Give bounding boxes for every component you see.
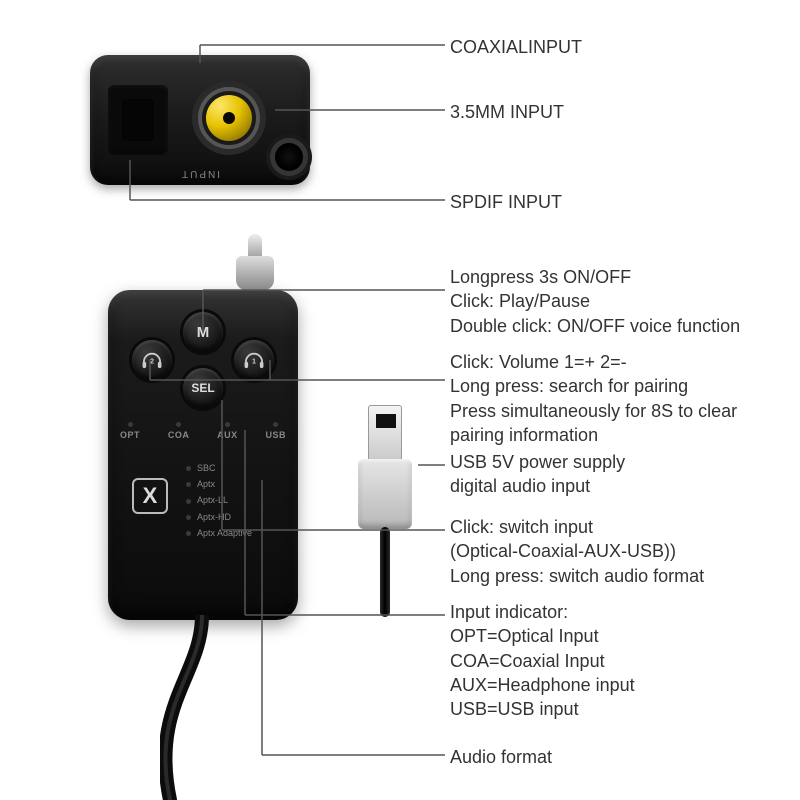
- codec-sbc: SBC: [186, 460, 252, 476]
- svg-text:1: 1: [252, 357, 256, 366]
- device-cable: [160, 615, 280, 800]
- callout-usb_pwr: USB 5V power supply digital audio input: [450, 450, 625, 499]
- rca-connector: [236, 234, 274, 290]
- headphones-icon: 2: [141, 351, 163, 369]
- svg-text:2: 2: [150, 357, 154, 366]
- spdif-port: [108, 85, 168, 155]
- indicator-usb: USB: [265, 422, 286, 440]
- callout-aux_in: 3.5MM INPUT: [450, 100, 564, 124]
- top-input-panel: INPUT: [90, 55, 310, 185]
- coaxial-port: [198, 87, 260, 149]
- usb-body: [358, 459, 412, 529]
- usb-cord: [380, 527, 390, 617]
- input-indicator-row: OPT COA AUX USB: [120, 422, 286, 440]
- headphone-2-button[interactable]: 2: [132, 340, 172, 380]
- usb-metal-tip: [368, 405, 402, 463]
- codec-aptx-hd: Aptx-HD: [186, 509, 252, 525]
- codec-aptx: Aptx: [186, 476, 252, 492]
- callout-sel_btn: Click: switch input (Optical-Coaxial-AUX…: [450, 515, 704, 588]
- usb-a-plug: [350, 405, 420, 535]
- codec-indicator-list: SBC Aptx Aptx-LL Aptx-HD Aptx Adaptive: [186, 460, 252, 541]
- callout-m_btn: Longpress 3s ON/OFF Click: Play/Pause Do…: [450, 265, 740, 338]
- indicator-coa: COA: [168, 422, 190, 440]
- input-panel-caption: INPUT: [180, 168, 220, 179]
- transmitter-body: M SEL 1 2 OPT COA AUX USB SBC Aptx Aptx-…: [108, 290, 298, 620]
- callout-spdif_in: SPDIF INPUT: [450, 190, 562, 214]
- aux-3-5mm-port: [275, 143, 303, 171]
- callout-coax_in: COAXIALINPUT: [450, 35, 582, 59]
- codec-aptx-adp: Aptx Adaptive: [186, 525, 252, 541]
- sel-button[interactable]: SEL: [183, 368, 223, 408]
- m-button[interactable]: M: [183, 312, 223, 352]
- indicator-opt: OPT: [120, 422, 140, 440]
- brand-logo: X: [132, 478, 168, 514]
- codec-aptx-ll: Aptx-LL: [186, 492, 252, 508]
- callout-audio_fmt: Audio format: [450, 745, 552, 769]
- callout-input_ind: Input indicator: OPT=Optical Input COA=C…: [450, 600, 635, 721]
- indicator-aux: AUX: [217, 422, 238, 440]
- headphones-icon: 1: [243, 351, 265, 369]
- headphone-1-button[interactable]: 1: [234, 340, 274, 380]
- callout-hp_btns: Click: Volume 1=+ 2=- Long press: search…: [450, 350, 737, 447]
